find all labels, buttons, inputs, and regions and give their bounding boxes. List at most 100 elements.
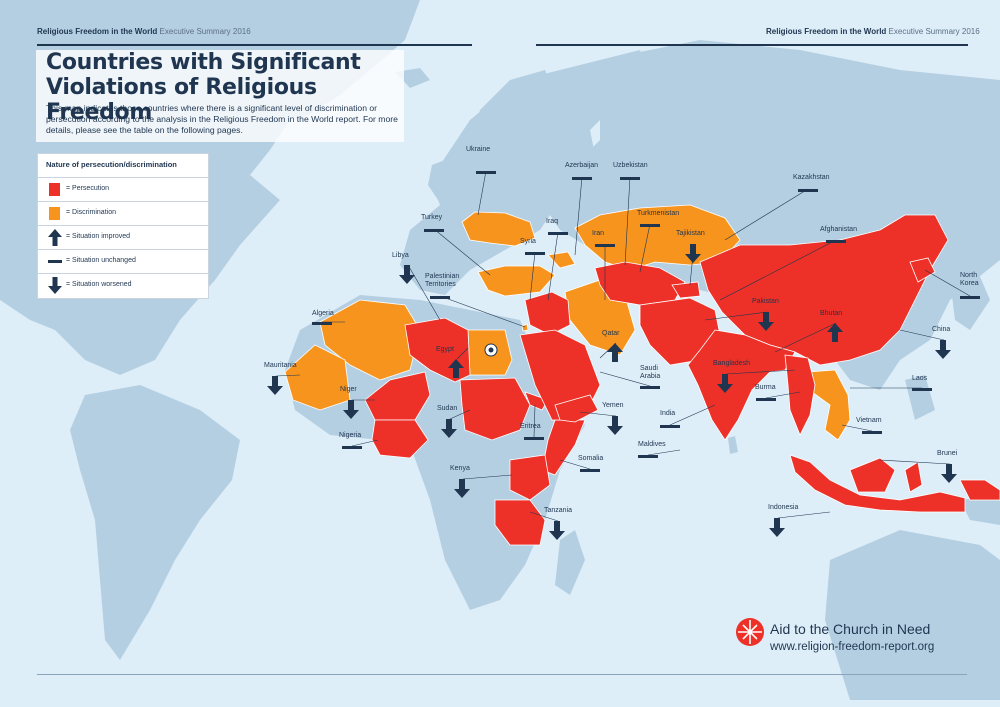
leader-line-kazakhstan xyxy=(724,188,809,241)
leader-line-libya xyxy=(407,264,441,321)
leader-line-indonesia xyxy=(777,511,831,519)
discrimination-swatch xyxy=(49,207,60,220)
country-label-north-korea: North Korea xyxy=(960,272,979,287)
leader-line-maldives xyxy=(647,449,681,456)
country-label-mauritania: Mauritania xyxy=(264,362,297,369)
country-label-vietnam: Vietnam xyxy=(856,417,882,424)
leader-line-saudi-arabia xyxy=(599,371,651,387)
region-kenya xyxy=(509,454,551,501)
region-new-guinea-west xyxy=(959,479,1000,501)
trend-unchanged-algeria xyxy=(312,322,332,325)
country-label-kenya: Kenya xyxy=(450,465,470,472)
page-description: This map indicates those countries where… xyxy=(46,103,398,135)
trend-worsened-kenya xyxy=(454,479,470,498)
region-sudan xyxy=(459,377,531,441)
region-borneo xyxy=(849,457,896,493)
trend-unchanged-somalia xyxy=(580,469,600,472)
trend-unchanged-azerbaijan xyxy=(572,177,592,180)
country-label-tajikistan: Tajikistan xyxy=(676,230,705,237)
leader-line-egypt xyxy=(456,347,469,360)
trend-improved-egypt xyxy=(448,359,464,378)
land-australia xyxy=(825,530,1000,700)
country-label-pakistan: Pakistan xyxy=(752,298,779,305)
leader-line-eritrea xyxy=(533,404,536,438)
land-madagascar xyxy=(555,530,585,595)
trend-worsened-china xyxy=(935,340,951,359)
trend-unchanged-north-korea xyxy=(960,296,980,299)
country-label-burma: Burma xyxy=(755,384,776,391)
country-label-somalia: Somalia xyxy=(578,455,604,462)
footer-rule xyxy=(37,674,967,675)
leader-line-brunei xyxy=(879,459,951,465)
region-palestine xyxy=(521,323,529,332)
trend-worsened-tanzania xyxy=(549,521,565,540)
country-label-ukraine: Ukraine xyxy=(466,146,491,153)
region-bangladesh-burma xyxy=(784,354,816,436)
leader-line-sudan xyxy=(449,409,471,420)
region-indonesia xyxy=(789,454,966,513)
leader-line-pakistan xyxy=(704,311,768,321)
leader-line-vietnam xyxy=(841,424,873,432)
country-label-nigeria: Nigeria xyxy=(339,432,362,439)
region-somalia xyxy=(541,419,586,476)
land-scandinavia xyxy=(470,70,555,165)
trend-worsened-brunei xyxy=(941,464,957,483)
trend-unchanged-laos xyxy=(912,388,932,391)
country-label-turkey: Turkey xyxy=(421,214,443,221)
land-uk xyxy=(428,160,450,200)
trend-improved-qatar xyxy=(607,343,623,362)
leader-line-north-korea xyxy=(924,269,971,297)
leader-line-ukraine xyxy=(477,170,487,216)
land-south-america xyxy=(70,385,240,660)
leader-line-azerbaijan xyxy=(574,176,583,256)
country-label-algeria: Algeria xyxy=(312,310,334,317)
header-right-brand: Religious Freedom in the World xyxy=(766,27,887,36)
legend-label: = Situation improved xyxy=(66,233,131,240)
trend-unchanged-palestinian-territories xyxy=(430,296,450,299)
header-left-sub: Executive Summary 2016 xyxy=(159,27,251,36)
trend-unchanged-kazakhstan xyxy=(798,189,818,192)
website-url: www.religion-freedom-report.org xyxy=(770,641,935,653)
legend: Nature of persecution/discrimination = P… xyxy=(37,153,209,299)
trend-unchanged-nigeria xyxy=(342,446,362,449)
trend-unchanged-iraq xyxy=(548,232,568,235)
country-label-qatar: Qatar xyxy=(602,330,620,337)
trend-unchanged-syria xyxy=(525,252,545,255)
leader-line-burma xyxy=(765,391,801,399)
title-panel xyxy=(36,50,404,142)
trend-worsened-sudan xyxy=(441,419,457,438)
discrimination-layer xyxy=(284,204,851,441)
land-europe xyxy=(400,50,650,295)
legend-item-worsened: = Situation worsened xyxy=(38,273,208,297)
leader-line-nigeria xyxy=(351,439,379,447)
trend-unchanged-saudi-arabia xyxy=(640,386,660,389)
trend-worsened-yemen xyxy=(607,416,623,435)
leader-line-tanzania xyxy=(529,511,559,522)
leader-line-iraq xyxy=(547,231,559,301)
country-label-yemen: Yemen xyxy=(602,402,624,409)
arrow-up-icon xyxy=(48,229,62,246)
country-label-syria: Syria xyxy=(520,238,536,245)
region-eritrea xyxy=(524,391,549,411)
region-india xyxy=(687,329,796,441)
country-label-tanzania: Tanzania xyxy=(544,507,573,514)
header-left-rule xyxy=(37,44,472,46)
country-label-saudi-arabia: Saudi Arabia xyxy=(640,365,661,380)
leader-line-syria xyxy=(529,251,536,301)
header-right-sub: Executive Summary 2016 xyxy=(888,27,980,36)
region-sulawesi xyxy=(904,461,923,493)
header-left-brand: Religious Freedom in the World xyxy=(37,27,158,36)
trend-worsened-pakistan xyxy=(758,312,774,331)
country-label-laos: Laos xyxy=(912,375,928,382)
country-label-egypt: Egypt xyxy=(436,346,454,353)
country-label-libya: Libya xyxy=(392,252,409,259)
leader-line-india xyxy=(669,404,716,426)
leader-line-turkmenistan xyxy=(639,223,651,273)
trend-worsened-mauritania xyxy=(267,376,283,395)
leader-line-palestinian-territories xyxy=(439,295,526,328)
trend-unchanged-burma xyxy=(756,398,776,401)
region-iraq-syria xyxy=(524,291,571,336)
trend-unchanged-maldives xyxy=(638,455,658,458)
legend-item-improved: = Situation improved xyxy=(38,225,208,249)
country-label-kazakhstan: Kazakhstan xyxy=(793,174,830,181)
